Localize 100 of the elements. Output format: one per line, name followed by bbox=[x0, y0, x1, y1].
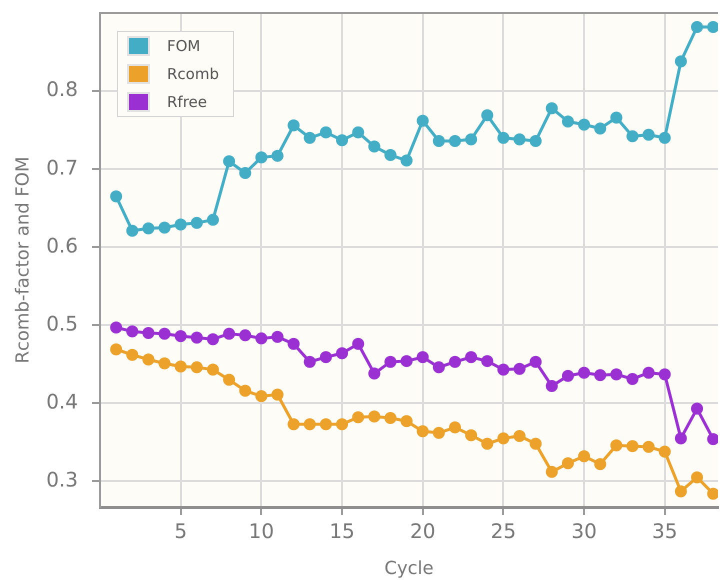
point bbox=[610, 439, 622, 452]
point bbox=[142, 326, 154, 339]
point bbox=[190, 361, 203, 374]
point bbox=[400, 154, 413, 166]
y-tick-label: 0.5 bbox=[46, 311, 78, 336]
point bbox=[320, 418, 332, 430]
point bbox=[174, 360, 187, 373]
point bbox=[658, 368, 671, 380]
point bbox=[465, 351, 478, 364]
point bbox=[304, 356, 316, 368]
point bbox=[530, 134, 542, 147]
point bbox=[594, 369, 606, 382]
point bbox=[514, 133, 526, 146]
point bbox=[384, 412, 396, 424]
point bbox=[530, 356, 542, 368]
point bbox=[400, 415, 413, 428]
point bbox=[481, 355, 494, 368]
point bbox=[497, 364, 510, 376]
point bbox=[384, 356, 396, 368]
point bbox=[368, 368, 380, 380]
point bbox=[626, 440, 638, 452]
y-tick-label: 0.3 bbox=[46, 467, 78, 492]
point bbox=[546, 466, 558, 478]
point bbox=[271, 150, 284, 162]
point bbox=[271, 388, 284, 401]
point bbox=[707, 433, 718, 446]
point bbox=[400, 355, 413, 368]
y-tick-label: 0.8 bbox=[46, 77, 78, 102]
legend-label: Rcomb bbox=[167, 65, 219, 83]
point bbox=[626, 130, 638, 142]
y-axis-title: Rcomb-factor and FOM bbox=[12, 156, 34, 364]
point bbox=[320, 126, 332, 138]
legend-label: FOM bbox=[167, 37, 200, 55]
point bbox=[158, 222, 171, 234]
point bbox=[465, 133, 478, 146]
point bbox=[206, 333, 219, 346]
point bbox=[336, 418, 348, 430]
point bbox=[481, 109, 494, 122]
point bbox=[288, 418, 300, 430]
point bbox=[432, 361, 445, 374]
point bbox=[432, 134, 445, 147]
point bbox=[384, 149, 396, 162]
point bbox=[368, 140, 380, 152]
point bbox=[416, 351, 429, 364]
point bbox=[336, 347, 348, 360]
point bbox=[642, 440, 655, 453]
point bbox=[174, 218, 187, 230]
point bbox=[481, 438, 494, 450]
point bbox=[304, 418, 316, 430]
point bbox=[465, 429, 478, 442]
point bbox=[126, 348, 138, 361]
point bbox=[448, 421, 461, 434]
point bbox=[594, 122, 606, 134]
point bbox=[530, 438, 542, 450]
point bbox=[158, 357, 171, 370]
point bbox=[432, 426, 445, 439]
point bbox=[255, 332, 268, 344]
x-tick-label: 20 bbox=[410, 519, 436, 544]
point bbox=[691, 402, 704, 415]
point bbox=[142, 354, 154, 366]
x-tick-label: 5 bbox=[174, 519, 188, 544]
y-tick-label: 0.6 bbox=[46, 233, 78, 258]
point bbox=[707, 488, 718, 500]
point bbox=[674, 432, 687, 444]
point bbox=[578, 366, 590, 379]
point bbox=[304, 132, 316, 144]
point bbox=[691, 471, 704, 484]
point bbox=[255, 151, 268, 164]
point bbox=[691, 21, 704, 34]
point bbox=[610, 368, 622, 380]
point bbox=[126, 325, 138, 338]
point bbox=[158, 328, 171, 340]
point bbox=[514, 430, 526, 442]
x-tick-label: 10 bbox=[248, 519, 274, 544]
point bbox=[190, 216, 203, 229]
point bbox=[707, 21, 718, 34]
x-axis-title: Cycle bbox=[384, 558, 434, 579]
point bbox=[336, 134, 348, 146]
point bbox=[578, 118, 590, 131]
y-tick-label: 0.7 bbox=[46, 155, 78, 180]
point bbox=[448, 134, 461, 147]
x-tick-label: 35 bbox=[652, 519, 678, 544]
point bbox=[562, 115, 574, 128]
point bbox=[626, 373, 638, 386]
point bbox=[546, 380, 558, 392]
point bbox=[658, 132, 671, 144]
point bbox=[416, 114, 429, 127]
x-tick-label: 25 bbox=[490, 519, 516, 544]
point bbox=[223, 155, 236, 168]
point bbox=[110, 322, 122, 334]
point bbox=[674, 55, 687, 68]
point bbox=[288, 338, 300, 350]
point bbox=[239, 329, 252, 342]
point bbox=[110, 343, 122, 356]
point bbox=[271, 330, 284, 343]
point bbox=[352, 338, 364, 350]
point bbox=[562, 457, 574, 470]
point bbox=[610, 112, 622, 124]
point bbox=[642, 128, 655, 141]
point bbox=[352, 126, 364, 138]
